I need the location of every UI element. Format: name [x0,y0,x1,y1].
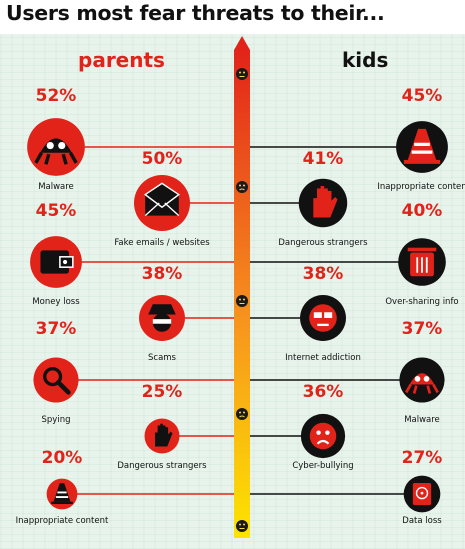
parents-series: 52% Malware 50% Fake emails / websites 45% Mo… [16,86,211,526]
trash-bin-icon [407,247,437,277]
kids-percent-label: 36% [303,382,344,402]
magnifier-icon [43,367,71,395]
kids-series: 45% Inappropriate conten 41% Dangerous stra… [278,86,465,526]
parents-percent-label: 50% [142,149,183,169]
kids-column-heading: kids [342,48,389,72]
parents-item-label: Inappropriate content [16,516,109,526]
kids-item-label: Data loss [402,516,442,526]
kids-percent-label: 41% [303,149,344,169]
parents-item-label: Fake emails / websites [114,238,210,248]
kids-percent-label: 38% [303,264,344,284]
envelope-icon [143,182,181,217]
parents-percent-label: 25% [142,382,183,402]
worried-face-icon [236,68,248,80]
scam-disguise-icon [148,304,176,332]
malware-bug-icon [405,373,439,394]
cone-icon [51,483,73,505]
parents-item-label: Spying [42,415,71,425]
parents-column-heading: parents [78,48,165,72]
kids-item-label: Inappropriate conten [377,182,465,192]
parents-item-label: Money loss [32,297,80,307]
scale-arrow-head [234,36,250,50]
parents-value-circle [33,357,79,403]
fear-scale [234,36,250,538]
kids-item-label: Malware [404,415,440,425]
kids-percent-label: 45% [402,86,443,106]
parents-item: 37% Spying [33,319,79,425]
malware-bug-icon [34,138,78,165]
sad-face-icon [236,181,248,193]
headline-bar: Users most fear threats to their... [0,0,465,34]
crying-face-icon [309,422,337,450]
scale-bar [234,50,250,538]
stop-hand-icon [155,423,173,447]
cone-icon [403,128,441,164]
uneasy-face-icon [236,408,248,420]
grimace-face-icon [236,295,248,307]
kids-item: 37% Malware [399,319,445,425]
kids-item-label: Over-sharing info [385,297,458,307]
stop-hand-icon [313,186,338,218]
parents-item-label: Malware [38,182,74,192]
kids-percent-label: 40% [402,201,443,221]
neutral-face-icon [236,520,248,532]
kids-item-label: Internet addiction [285,353,361,363]
parents-percent-label: 45% [36,201,77,221]
hard-drive-icon [412,482,432,506]
parents-item-label: Scams [148,353,177,363]
parents-percent-label: 52% [36,86,77,106]
page-title: Users most fear threats to their... [6,1,385,25]
parents-item-label: Dangerous strangers [117,461,207,471]
kids-item-label: Cyber-bullying [292,461,353,471]
kids-item-label: Dangerous strangers [278,238,368,248]
parents-percent-label: 37% [36,319,77,339]
connector-lines [56,146,422,495]
kids-percent-label: 27% [402,448,443,468]
wallet-icon [40,250,74,274]
parents-percent-label: 20% [42,448,83,468]
parents-percent-label: 38% [142,264,183,284]
addicted-face-icon [309,304,337,332]
kids-percent-label: 37% [402,319,443,339]
